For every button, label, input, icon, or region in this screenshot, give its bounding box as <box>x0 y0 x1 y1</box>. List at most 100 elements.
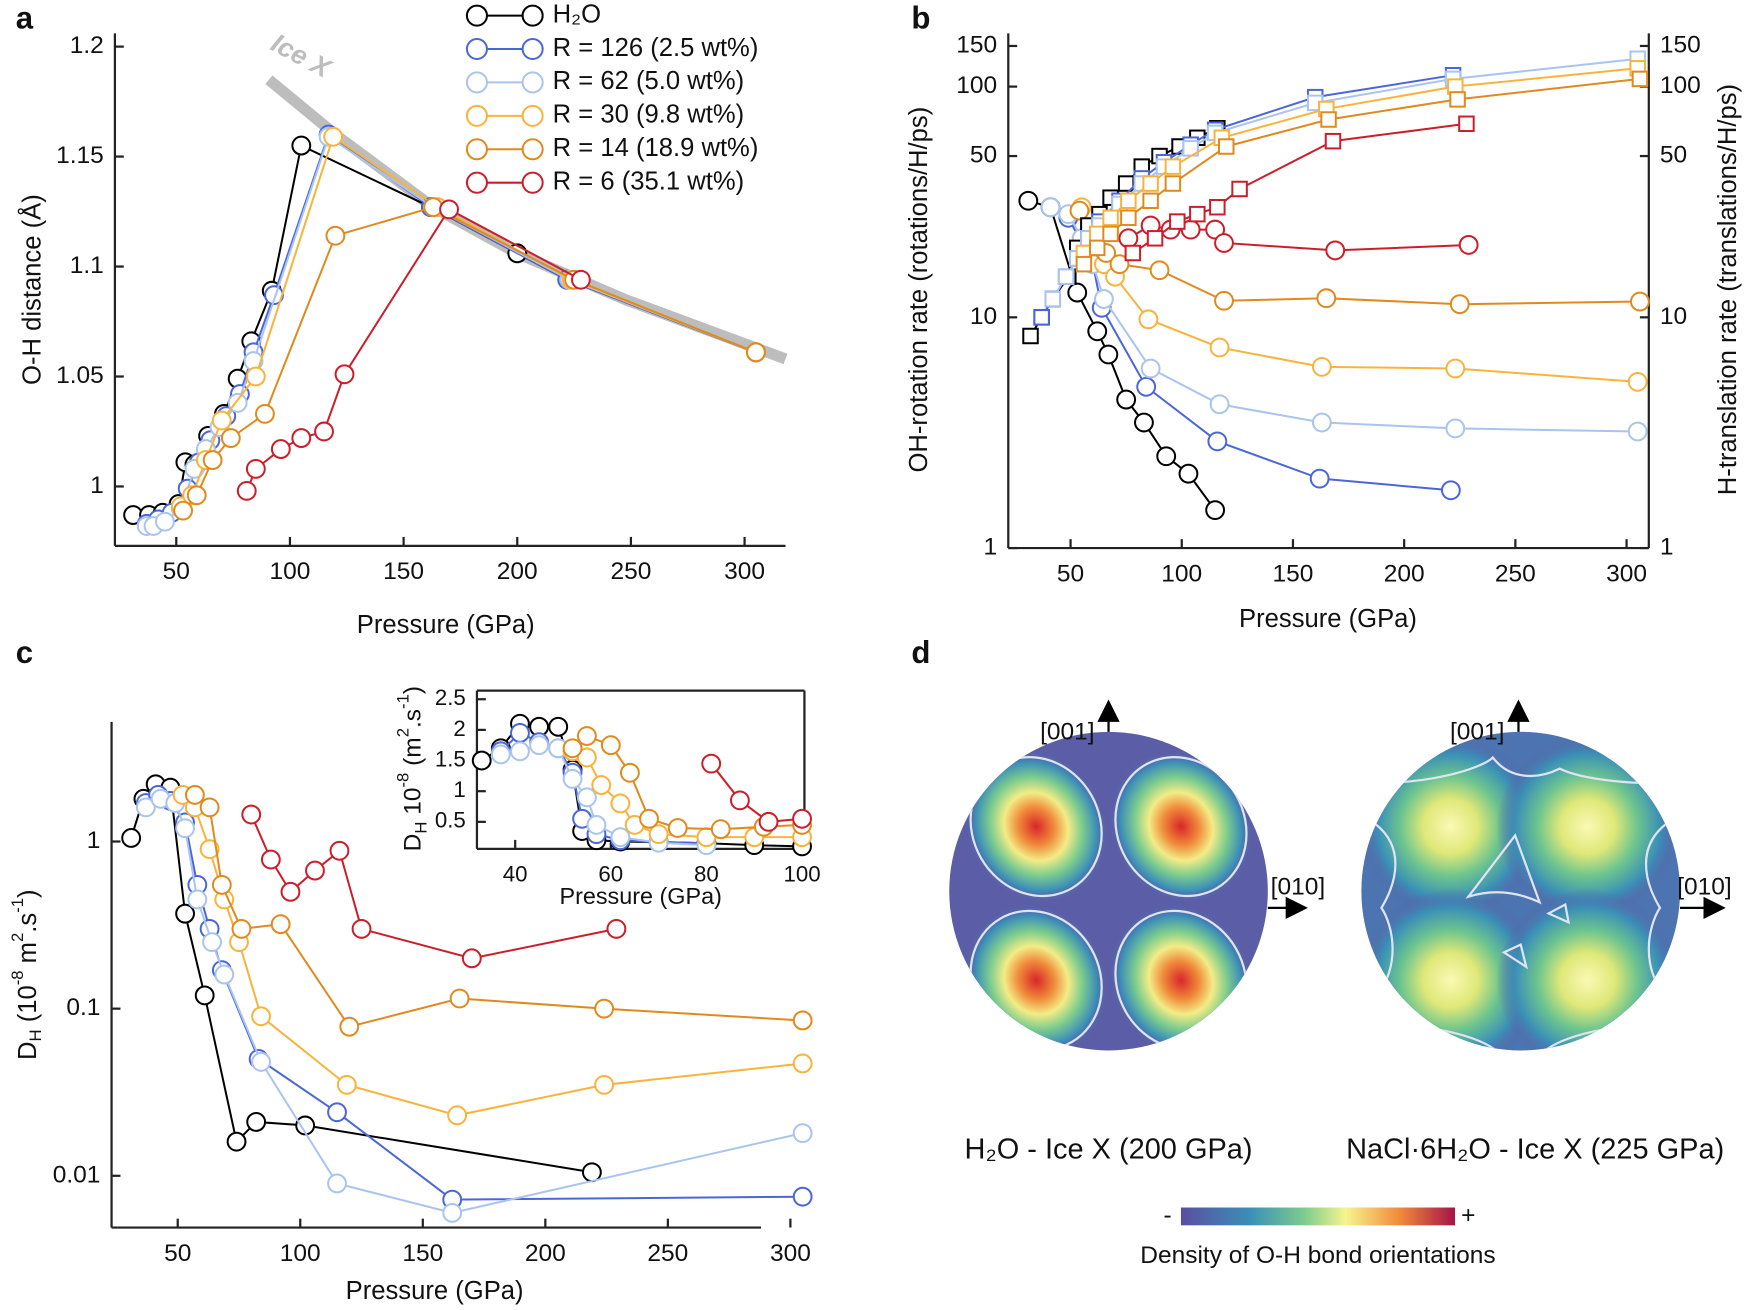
marker <box>461 948 482 969</box>
marker <box>610 793 631 814</box>
marker <box>270 914 291 935</box>
chart: 50 100 150 200 250 300 0.01 0.1 1 Pressure (GPa) <box>53 721 813 1305</box>
y2-tick-label: 150 <box>1660 31 1701 58</box>
marker <box>758 811 779 832</box>
x-tick-label: 200 <box>1384 560 1425 587</box>
marker <box>214 964 235 985</box>
x-tick-label: 150 <box>402 1240 443 1267</box>
marker <box>194 985 215 1006</box>
x-tick-label: 40 <box>503 861 528 886</box>
label-part: -8 <box>9 970 28 985</box>
label-part: 2 <box>394 728 413 737</box>
marker <box>1164 175 1182 192</box>
y-tick-label: 1 <box>453 777 465 802</box>
series-line <box>710 762 803 823</box>
caption: H₂O - Ice X (200 GPa) <box>965 1133 1253 1165</box>
y-tick-label: 1 <box>984 534 998 561</box>
series-line <box>182 206 757 512</box>
x-axis-label: Pressure (GPa) <box>1239 605 1417 633</box>
marker <box>1458 234 1479 255</box>
marker <box>648 824 669 845</box>
marker <box>442 1202 463 1223</box>
x-tick-label: 300 <box>770 1240 811 1267</box>
legend-marker <box>521 138 544 161</box>
marker <box>1209 198 1226 216</box>
series-line <box>1050 206 1638 433</box>
marker <box>251 1052 271 1072</box>
marker <box>1118 228 1139 249</box>
marker <box>325 225 346 246</box>
marker <box>1136 376 1157 397</box>
marker <box>1325 240 1346 261</box>
axis-direction: [001] <box>1450 718 1505 745</box>
marker <box>1629 291 1650 312</box>
chart: 40 60 80 100 0.5 1 1.5 2 2.5 Pressure (GPa) <box>435 685 821 909</box>
marker <box>199 797 220 818</box>
marker <box>562 769 583 789</box>
axis-direction: [010] <box>1677 873 1731 900</box>
panel-letter: a <box>16 0 34 35</box>
colorbar-min: - <box>1163 1202 1171 1229</box>
marker <box>1627 421 1648 442</box>
marker <box>792 1123 813 1144</box>
marker <box>245 366 266 387</box>
marker <box>280 881 301 902</box>
marker <box>1098 344 1119 365</box>
legend-marker <box>521 171 544 194</box>
marker <box>1102 225 1119 243</box>
legend-marker <box>521 4 544 27</box>
marker <box>576 726 597 746</box>
marker <box>1214 233 1234 253</box>
label-part: ) <box>400 686 427 694</box>
marker <box>1207 431 1228 452</box>
marker <box>1140 358 1161 379</box>
series-line <box>500 744 707 847</box>
density-blob <box>964 750 1108 903</box>
label-part: D <box>14 1041 42 1060</box>
x-tick-label: 50 <box>1057 560 1084 587</box>
legend-label: R = 30 (9.8 wt%) <box>553 101 744 129</box>
marker <box>792 1186 813 1207</box>
colorbar-label: Density of O-H bond orientations <box>1140 1242 1495 1269</box>
label-part: (m <box>400 737 427 772</box>
marker <box>1138 309 1159 330</box>
x-tick-label: 200 <box>497 558 538 585</box>
marker <box>1124 244 1142 262</box>
y-tick-label: 150 <box>956 31 997 58</box>
marker <box>226 1131 247 1152</box>
y-tick-label: 1 <box>87 827 101 854</box>
marker <box>339 1016 360 1037</box>
marker <box>1149 260 1170 281</box>
x-tick-label: 50 <box>164 1240 191 1267</box>
series-line <box>1028 199 1216 511</box>
marker <box>1449 294 1470 315</box>
label-part: -8 <box>394 773 413 788</box>
marker <box>1320 111 1337 128</box>
marker <box>792 808 812 829</box>
y-tick-label: 100 <box>956 72 997 99</box>
marker <box>570 269 591 290</box>
marker <box>1458 115 1475 133</box>
marker <box>1445 358 1466 379</box>
marker <box>323 126 344 147</box>
marker <box>260 849 281 870</box>
marker <box>175 903 195 924</box>
legend-label: H₂O <box>553 0 601 28</box>
y-axis-label: DH (10-8 m2.s-1) <box>9 889 46 1060</box>
x-tick-label: 300 <box>1606 560 1647 587</box>
marker <box>510 741 530 762</box>
marker <box>1309 468 1330 489</box>
legend-label: R = 14 (18.9 wt%) <box>553 134 759 162</box>
marker <box>1445 418 1466 439</box>
x-tick-label: 150 <box>1273 560 1314 587</box>
label-part: H <box>26 1029 45 1041</box>
marker <box>548 716 569 737</box>
panel-letter: d <box>911 635 930 670</box>
marker <box>1209 337 1230 358</box>
density-blob <box>1496 735 1679 918</box>
marker <box>510 723 530 743</box>
y-tick-label: 10 <box>970 303 997 330</box>
y-tick-label: 0.1 <box>66 994 100 1021</box>
legend-marker <box>521 104 544 127</box>
